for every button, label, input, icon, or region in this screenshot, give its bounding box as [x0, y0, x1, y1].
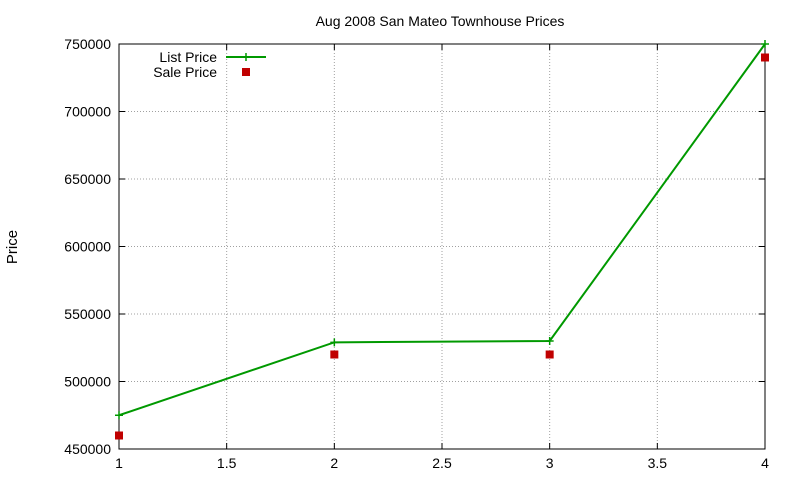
data-point: [115, 411, 123, 420]
data-point: [545, 337, 554, 345]
y-tick-label: 600000: [64, 239, 111, 255]
series-layer: [115, 40, 769, 440]
x-tick-label: 2: [330, 455, 338, 471]
y-tick-label: 750000: [64, 36, 111, 52]
ticks: 1 1.5 2 2.5 3 3.5 4 450000 500000 550000 600000 650…: [64, 36, 769, 471]
legend-marker: [242, 53, 250, 61]
x-tick-label: 3.5: [648, 455, 668, 471]
x-tick-label: 1: [115, 455, 123, 471]
legend-label: Sale Price: [153, 64, 217, 80]
legend-item: Sale Price: [153, 64, 250, 80]
data-point: [761, 53, 769, 62]
y-axis-title: Price: [4, 230, 21, 264]
chart-title: Aug 2008 San Mateo Townhouse Prices: [316, 13, 565, 29]
x-tick-label: 3: [546, 455, 554, 471]
y-tick-label: 550000: [64, 306, 111, 322]
data-point: [330, 350, 339, 359]
y-tick-label: 450000: [64, 441, 111, 457]
y-tick-label: 500000: [64, 374, 111, 390]
x-tick-label: 1.5: [217, 455, 237, 471]
series-1: [115, 53, 769, 440]
data-point: [545, 350, 554, 359]
y-tick-label: 700000: [64, 104, 111, 120]
x-tick-label: 2.5: [432, 455, 452, 471]
series-0: [115, 40, 769, 420]
data-point: [761, 40, 769, 48]
y-tick-label: 650000: [64, 171, 111, 187]
data-point: [115, 431, 123, 440]
legend-label: List Price: [159, 49, 217, 65]
grid: [119, 44, 765, 449]
plot-frame: [118, 43, 766, 450]
legend-item: List Price: [159, 49, 266, 65]
x-tick-label: 4: [761, 455, 769, 471]
legend-marker: [242, 68, 250, 76]
series-line: [118, 43, 766, 417]
data-point: [330, 338, 339, 347]
